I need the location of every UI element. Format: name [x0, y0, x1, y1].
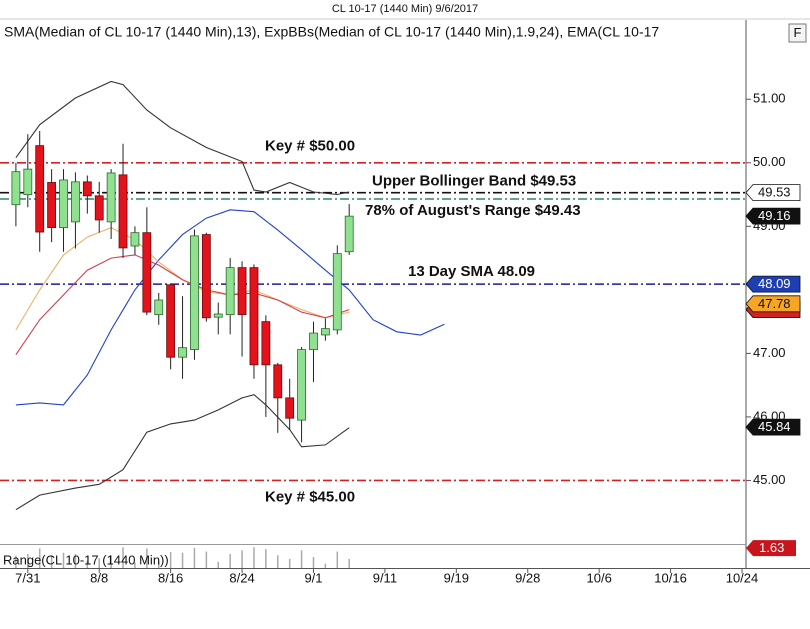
annotation: Key # $50.00 — [265, 138, 355, 155]
x-tick-label: 10/24 — [726, 570, 759, 585]
x-tick-label: 7/31 — [15, 570, 40, 585]
x-tick-label: 10/6 — [587, 570, 612, 585]
candle-body — [166, 284, 176, 358]
candle-body — [71, 181, 80, 223]
candle-body — [285, 397, 295, 419]
x-tick-label: 8/8 — [90, 570, 108, 585]
candle-body — [344, 215, 354, 253]
candle-body — [23, 168, 33, 195]
chart-title: CL 10-17 (1440 Min) 9/6/2017 — [332, 3, 478, 15]
candle-body — [11, 171, 21, 206]
candle-body — [35, 145, 45, 233]
annotation: 13 Day SMA 48.09 — [408, 263, 535, 280]
candle-body — [59, 179, 68, 228]
candle-body — [118, 174, 128, 249]
price-tag-label: 49.53 — [758, 185, 791, 200]
f-button[interactable] — [788, 23, 807, 43]
indicator-line — [15, 254, 350, 356]
x-tick-label: 9/11 — [373, 570, 397, 585]
price-tag — [745, 275, 801, 293]
indicator-line — [15, 394, 350, 511]
candle-body — [237, 267, 247, 316]
candle-body — [201, 234, 211, 319]
price-tag — [745, 418, 801, 436]
candle-body — [106, 172, 116, 223]
price-tag-label: 45.84 — [758, 419, 791, 434]
price-tag — [745, 207, 801, 225]
price-tag-label: 49.16 — [758, 208, 791, 223]
x-tick-label: 8/16 — [158, 570, 183, 585]
y-tick-label: 45.00 — [753, 472, 786, 487]
price-tag — [745, 184, 801, 202]
f-button-label[interactable]: F — [794, 25, 802, 40]
y-tick-label: 50.00 — [753, 154, 786, 169]
candle-body — [154, 299, 164, 316]
x-tick-label: 8/24 — [229, 570, 254, 585]
x-tick-label: 9/19 — [444, 570, 469, 585]
candle-body — [94, 195, 104, 221]
candle-body — [273, 364, 283, 399]
price-tag — [745, 295, 801, 313]
y-tick-label: 51.00 — [753, 91, 786, 106]
chart-subtitle: SMA(Median of CL 10-17 (1440 Min),13), E… — [4, 24, 659, 40]
annotation: Key # $45.00 — [265, 488, 355, 505]
price-tag-label: 48.09 — [758, 276, 791, 291]
candle-body — [309, 332, 318, 350]
candle-body — [213, 313, 223, 318]
candle-body — [332, 253, 342, 331]
candle-body — [178, 347, 187, 358]
candle-body — [82, 181, 92, 197]
candle-body — [297, 349, 306, 421]
candle-body — [249, 267, 259, 366]
candle-body — [47, 182, 57, 228]
annotation: 78% of August's Range $49.43 — [365, 202, 581, 219]
x-tick-label: 10/16 — [654, 570, 687, 585]
indicator-line — [15, 80, 350, 196]
price-tag-label: 47.78 — [758, 296, 791, 311]
indicator-line — [15, 209, 445, 406]
candle-body — [320, 328, 330, 336]
candle-body — [225, 267, 235, 316]
candle-body — [261, 321, 271, 366]
range-tag — [746, 540, 796, 557]
range-tag-label: 1.63 — [759, 540, 784, 555]
range-label: Range(CL 10-17 (1440 Min)) — [3, 552, 169, 567]
candle-body — [190, 235, 199, 350]
candle-body — [142, 232, 152, 313]
annotation: Upper Bollinger Band $49.53 — [372, 173, 576, 190]
x-tick-label: 9/1 — [304, 570, 322, 585]
candle-body — [130, 232, 140, 247]
subtitle-clip: SMA(Median of CL 10-17 (1440 Min),13), E… — [4, 24, 659, 40]
y-tick-label: 47.00 — [753, 345, 786, 360]
x-tick-label: 9/28 — [515, 570, 540, 585]
